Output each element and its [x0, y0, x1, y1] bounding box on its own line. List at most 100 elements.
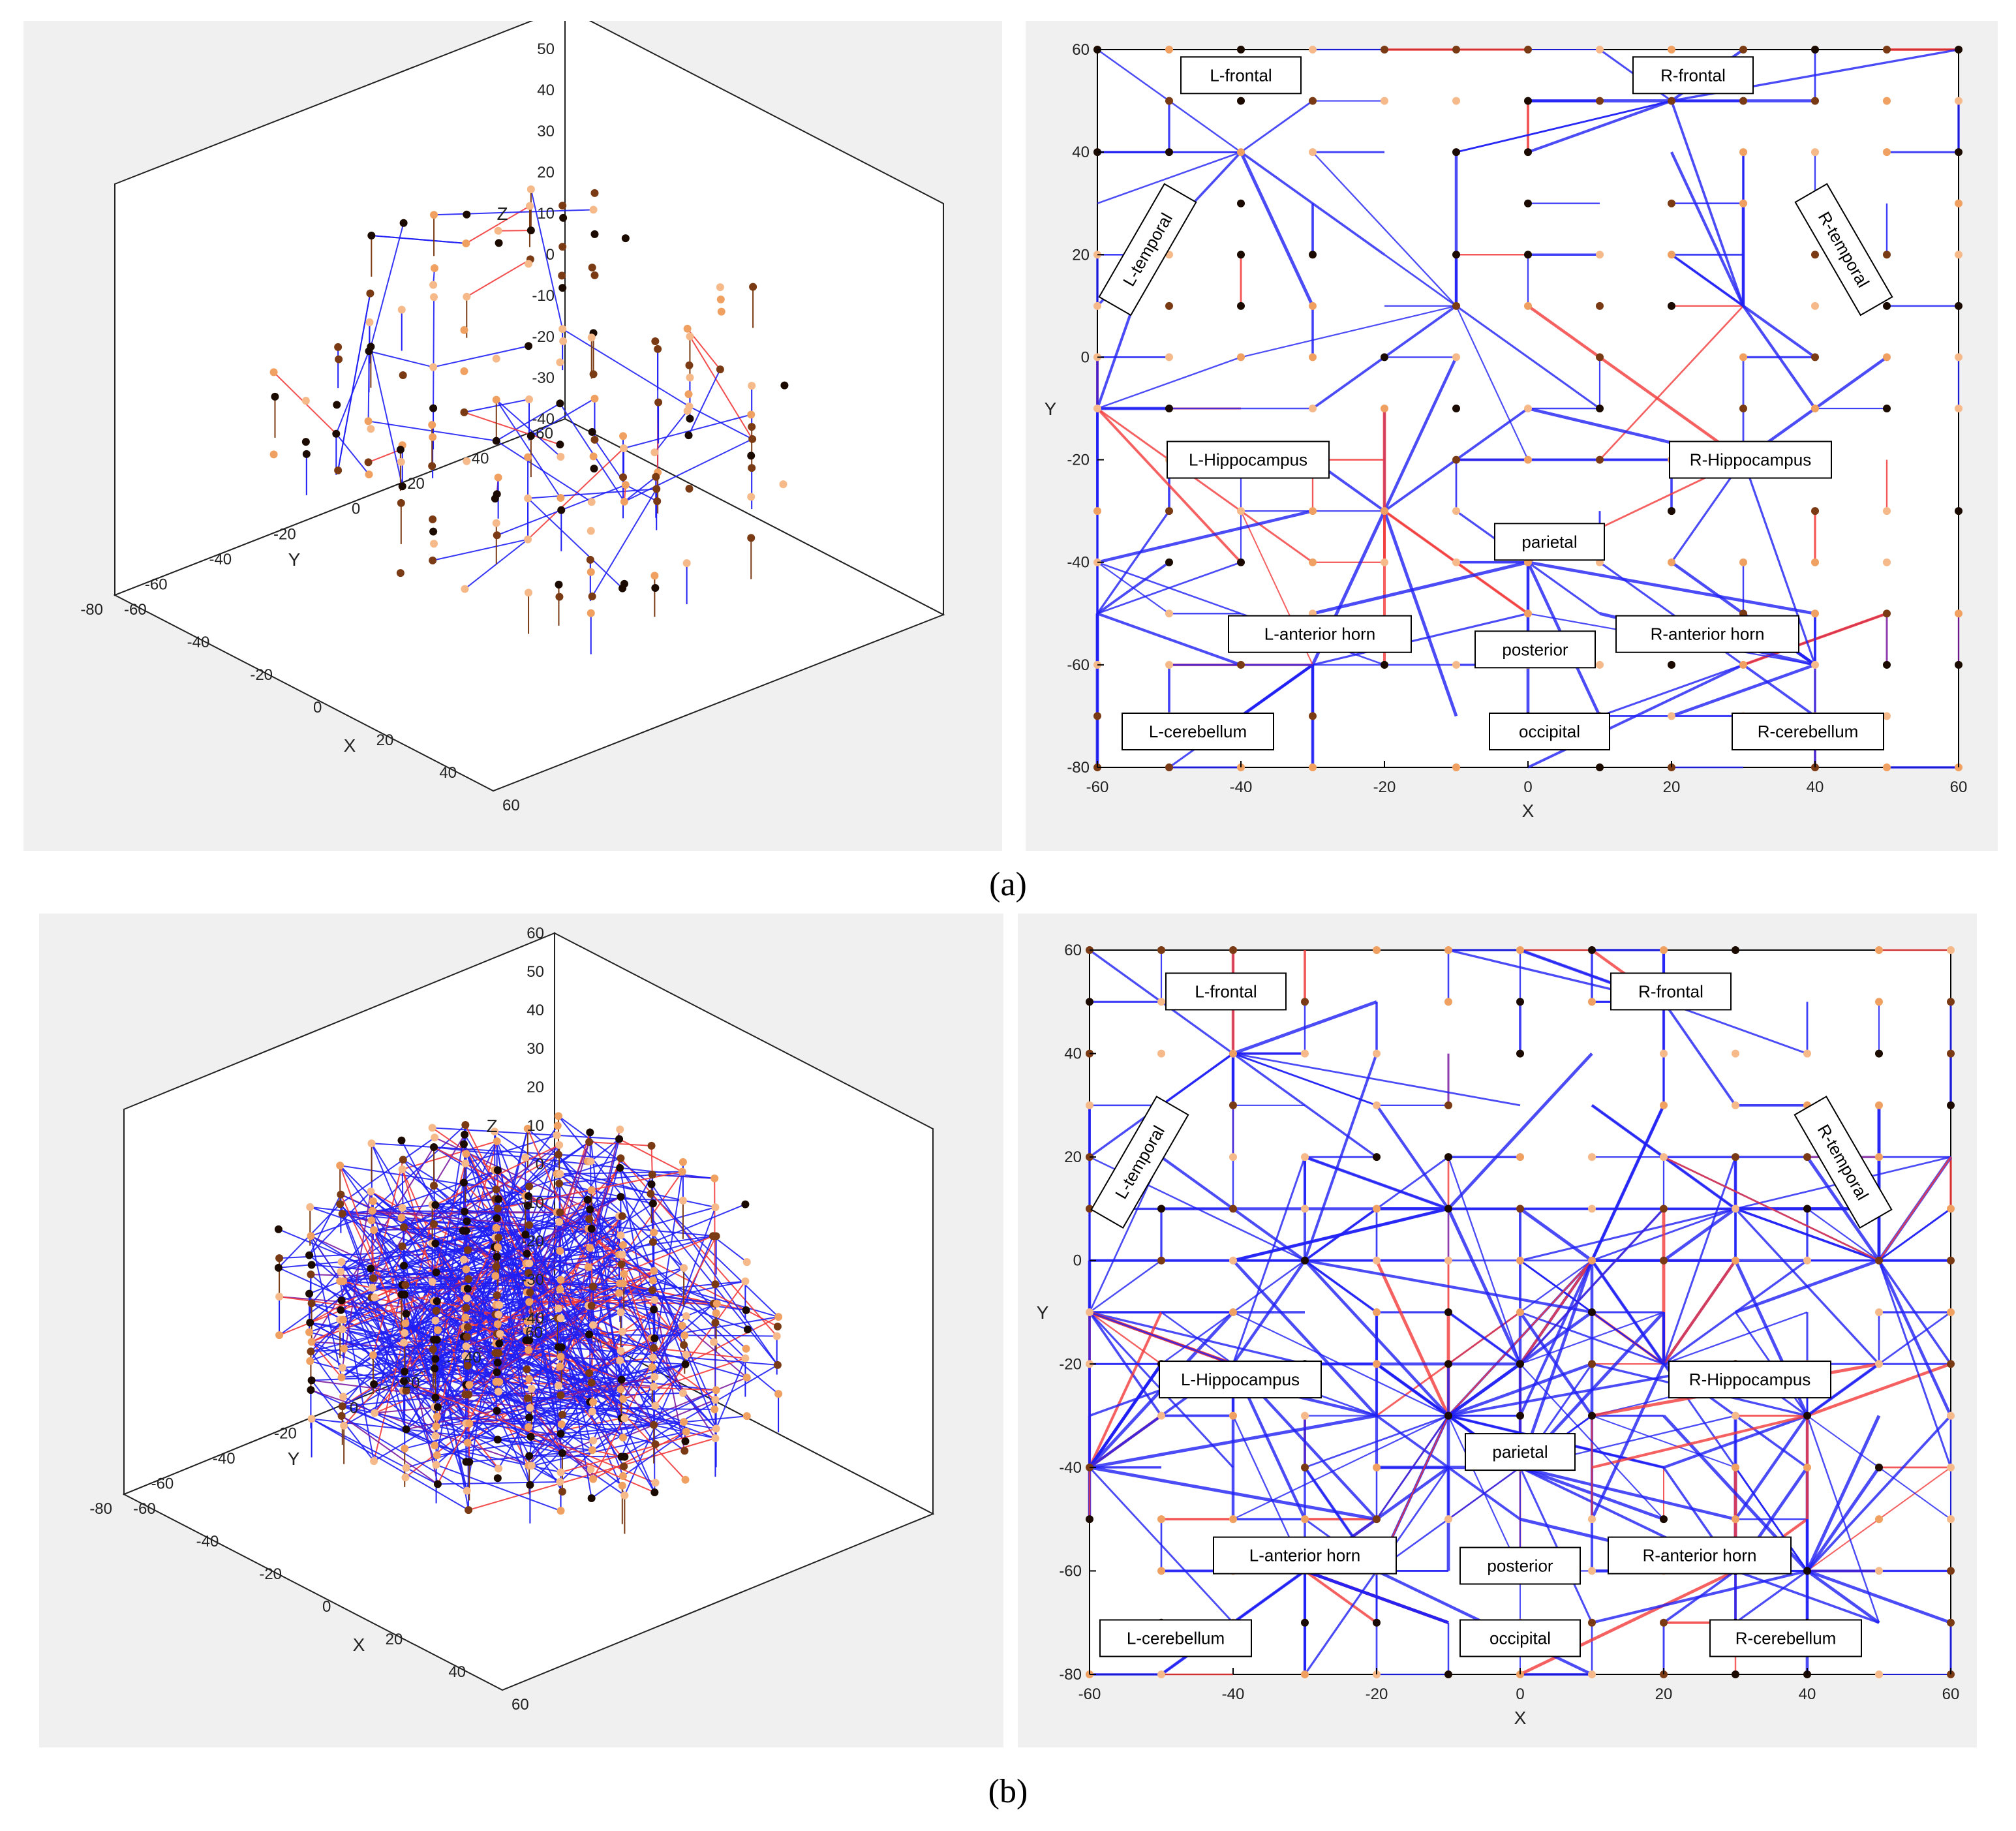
edge — [432, 1204, 589, 1229]
node-point — [433, 1403, 442, 1411]
node-point — [1739, 148, 1747, 157]
node-point — [1883, 251, 1891, 259]
node-point — [1301, 1411, 1309, 1420]
edge — [496, 1247, 530, 1418]
node-point — [399, 1156, 407, 1164]
node-point — [585, 1369, 594, 1377]
node-point — [1165, 46, 1173, 54]
edge — [1805, 1415, 1881, 1572]
node-point — [712, 1309, 720, 1317]
node-point — [1668, 712, 1675, 720]
edge — [1312, 612, 1529, 666]
node-point — [465, 1506, 473, 1515]
node-point — [492, 519, 500, 527]
node-point — [430, 1182, 438, 1190]
x-tick-label: 60 — [1950, 778, 1968, 796]
x-tick-label: 20 — [386, 1631, 403, 1648]
node-point — [1237, 301, 1245, 310]
node-point — [1955, 609, 1963, 618]
node-point — [711, 1203, 720, 1212]
y-tick-label: 40 — [1072, 144, 1090, 161]
node-point — [590, 394, 599, 403]
z-tick-label: -20 — [521, 1233, 544, 1250]
node-point — [589, 1282, 598, 1291]
node-point — [1237, 251, 1245, 259]
node-point — [684, 431, 693, 440]
x-tick-label: 40 — [439, 764, 457, 782]
node-point — [682, 1351, 690, 1359]
node-point — [587, 568, 595, 576]
z-tick-label: -10 — [532, 287, 555, 305]
node-point — [1165, 97, 1173, 105]
node-point — [617, 1347, 625, 1355]
node-point — [1309, 148, 1317, 157]
region-label-box — [1610, 972, 1732, 1011]
edge — [1670, 100, 1745, 307]
region-label: R-cerebellum — [1732, 713, 1884, 750]
node-point — [559, 213, 568, 222]
node-point — [491, 495, 499, 503]
node-point — [556, 358, 564, 367]
node-point — [1875, 1670, 1883, 1678]
node-point — [1588, 1308, 1596, 1316]
node-point — [620, 444, 628, 452]
edge — [587, 1139, 620, 1268]
edge — [342, 1198, 499, 1215]
node-point — [369, 1197, 377, 1205]
node-point — [681, 1475, 690, 1484]
edge — [1097, 407, 1313, 563]
node-point — [1883, 301, 1891, 310]
node-point — [1955, 660, 1963, 669]
edge — [623, 414, 752, 449]
node-point — [685, 361, 694, 369]
node-point — [747, 452, 756, 460]
node-point — [555, 580, 563, 589]
node-point — [1596, 405, 1604, 412]
edge — [279, 1296, 499, 1316]
node-point — [712, 1232, 720, 1240]
edge — [311, 1418, 592, 1451]
node-point — [1588, 1670, 1596, 1678]
node-point — [463, 1438, 472, 1447]
node-point — [396, 446, 405, 454]
node-point — [621, 481, 630, 489]
node-point — [1516, 1360, 1524, 1368]
edge — [1742, 664, 1816, 718]
node-point — [557, 1430, 565, 1438]
node-point — [1811, 507, 1819, 515]
edge — [464, 411, 560, 446]
node-point — [1237, 199, 1245, 208]
node-point — [1588, 1515, 1596, 1524]
edge — [527, 1282, 656, 1493]
node-point — [459, 1140, 468, 1148]
edge — [1240, 664, 1314, 718]
node-point — [1875, 1360, 1883, 1368]
y-tick-label: -20 — [273, 525, 296, 543]
node-point — [1947, 1205, 1955, 1213]
y-tick-label: -80 — [89, 1500, 112, 1518]
node-point — [1883, 763, 1891, 771]
region-label: R-anterior horn — [1608, 1536, 1792, 1575]
node-point — [494, 473, 502, 482]
node-point — [1739, 199, 1747, 208]
edge — [1807, 1569, 1951, 1624]
node-point — [1668, 199, 1675, 208]
node-point — [1660, 1101, 1668, 1109]
node-point — [558, 1410, 566, 1419]
edge — [1375, 1415, 1450, 1520]
node-point — [618, 1250, 626, 1259]
node-point — [493, 531, 501, 540]
edge — [1232, 1259, 1378, 1417]
y-tick-label: 60 — [536, 425, 553, 442]
node-point — [620, 1453, 629, 1461]
edge — [496, 403, 560, 442]
node-point — [649, 1199, 657, 1208]
node-point — [369, 1351, 377, 1359]
node-point — [525, 1298, 534, 1306]
node-point — [365, 470, 373, 479]
node-point — [1732, 1463, 1739, 1471]
edge — [341, 1227, 589, 1301]
edge — [1088, 1312, 1163, 1468]
node-point — [1739, 405, 1747, 412]
node-point — [1444, 1515, 1452, 1524]
